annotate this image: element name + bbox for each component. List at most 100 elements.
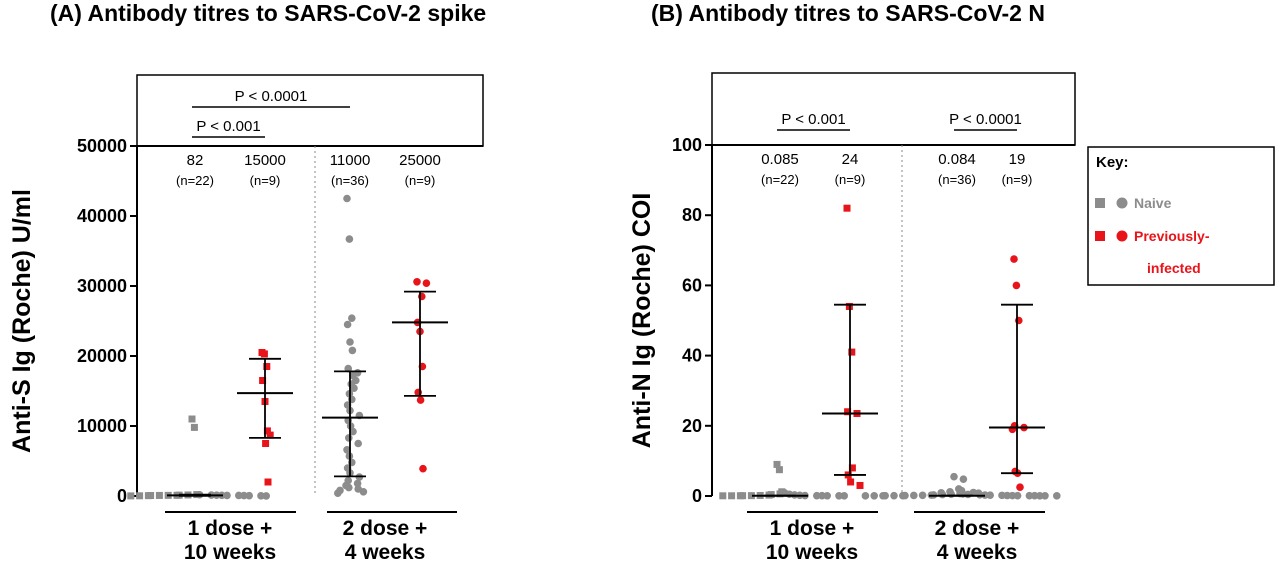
data-point-circle [1013,491,1022,500]
legend-box [1087,146,1275,286]
y-tick-label: 20 [682,416,702,436]
data-point-square [844,408,852,416]
data-point-circle [345,235,354,243]
p-value-label: P < 0.001 [781,111,845,128]
group-label: 1 dose + [770,517,855,540]
group-label: 10 weeks [184,541,276,564]
y-tick-label: 0 [692,486,702,506]
data-point-circle [918,491,927,500]
data-point-circle [890,491,898,500]
data-point-circle [823,491,831,500]
data-point-square [848,464,856,472]
data-point-square [260,350,268,358]
y-tick-label: 40 [682,346,702,366]
data-point-circle [345,434,353,442]
data-point-circle [870,491,878,500]
median-annotation: 24 [842,151,859,168]
median-annotation: 11000 [330,152,371,169]
data-point-square [848,348,856,356]
data-point-circle [416,396,425,404]
n-annotation: (n=9) [250,173,281,188]
legend-title: Key: [1096,154,1129,171]
data-point-circle [964,490,972,499]
data-point-square [736,492,744,500]
data-point-circle [346,338,354,346]
n-annotation: (n=22) [176,173,214,188]
data-point-circle [349,427,357,436]
data-point-square [263,363,271,370]
y-tick-label: 80 [682,205,702,225]
group-label: 4 weeks [937,541,1018,564]
panel-a-plot: Anti-S Ig (Roche) U/ml 0 10000 20000 30000 40… [8,74,484,564]
n-annotation: (n=36) [331,173,369,188]
data-point-square [188,415,196,423]
legend-infected-square-icon [1095,231,1105,241]
y-tick-label: 50000 [77,136,127,156]
data-point-square [747,492,755,500]
data-point-square [773,460,781,468]
legend-naive-circle-icon [1116,197,1128,209]
data-point-square [144,492,152,500]
data-point-circle [861,492,870,500]
group-label: 2 dose + [343,517,428,540]
n-annotation: (n=9) [835,172,866,187]
group-label: 2 dose + [935,517,1020,540]
data-point-circle [840,492,848,500]
legend-naive-square-icon [1095,198,1105,208]
data-point-circle [348,314,356,323]
y-tick-label: 10000 [77,416,127,436]
data-point-circle [1053,492,1061,500]
comparison-box [136,74,484,147]
y-axis-title: Anti-S Ig (Roche) U/ml [8,189,36,453]
y-tick-label: 40000 [77,206,127,226]
data-point-square [263,427,271,435]
y-tick-label: 60 [682,275,702,295]
data-point-circle [350,384,358,393]
data-point-square [259,377,267,384]
data-point-circle [413,278,421,286]
data-point-circle [1010,255,1018,263]
panel-b-plot: Anti-N Ig (Roche) COI 0 20 40 60 80 100 1 dose … [628,72,1076,564]
y-tick-label: 100 [672,135,702,155]
legend-infected-label-line1: Previously- [1134,228,1210,244]
data-point-circle [1012,281,1021,290]
data-point-circle [353,479,362,488]
data-point-circle [354,439,363,448]
data-point-circle [348,346,357,355]
p-value-label: P < 0.0001 [949,111,1022,128]
y-axis-title: Anti-N Ig (Roche) COI [628,193,656,449]
data-point-circle [959,475,968,483]
data-point-square [266,431,274,439]
median-annotation: 15000 [244,152,286,169]
median-annotation: 82 [187,152,204,169]
data-point-circle [419,464,427,473]
group-label: 1 dose + [188,517,273,540]
n-annotation: (n=22) [761,172,799,187]
data-point-circle [1016,483,1024,492]
data-point-circle [343,446,351,454]
data-point-circle [245,491,253,500]
data-point-circle [343,194,351,203]
median-annotation: 0.084 [938,151,976,168]
data-point-square [127,492,135,500]
y-tick-label: 30000 [77,276,127,296]
data-point-circle [345,483,353,492]
data-point-square [264,478,272,486]
data-point-square [155,491,163,499]
data-point-square [776,490,784,498]
data-point-square [775,466,783,474]
data-point-circle [938,490,947,499]
panel-b-title: (B) Antibody titres to SARS-CoV-2 N [651,0,1045,26]
n-annotation: (n=9) [1002,172,1033,187]
n-annotation: (n=9) [405,173,436,188]
data-point-circle [262,492,271,500]
median-annotation: 0.085 [761,151,799,168]
data-point-square [843,204,851,212]
data-point-circle [422,279,431,288]
data-point-circle [899,491,907,500]
data-point-circle [334,489,342,498]
data-point-square [136,492,144,500]
n-annotation: (n=36) [938,172,976,187]
data-point-square [856,481,864,489]
